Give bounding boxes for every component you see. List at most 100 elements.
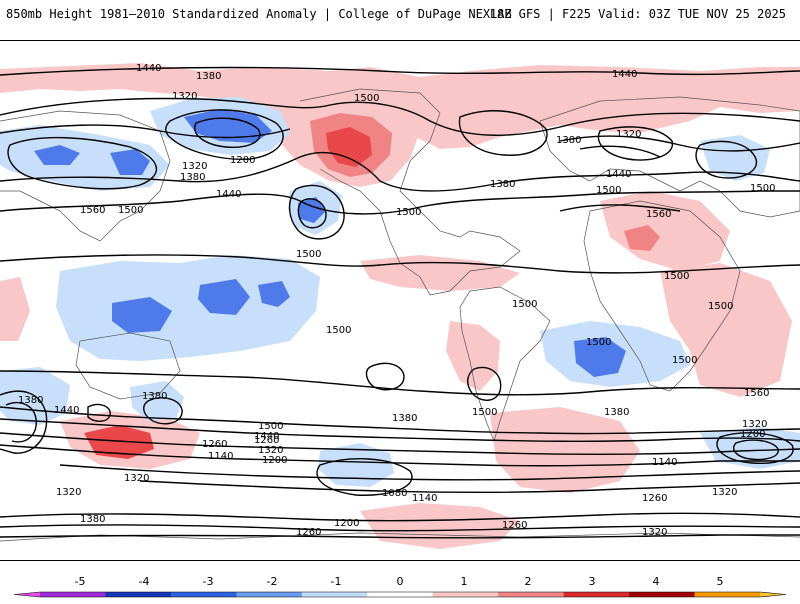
colorbar-tick-label: -5 [75,575,86,588]
contour-label: 1200 [740,429,765,440]
colorbar-segment [629,592,696,597]
contour-sh-1140 [139,480,800,494]
contour-nh-1500 [0,190,800,215]
contour-label: 1260 [642,493,667,504]
contour-label: 1380 [180,172,205,183]
contour-label: 1200 [262,455,287,466]
pos-south-atlantic [490,407,640,493]
contour-label: 1200 [230,155,255,166]
colorbar-segment [170,592,237,597]
contour-nh-1320 [0,124,291,139]
pos-indian-ocean [660,263,792,397]
pos-left-edge [0,277,30,341]
contour-sh-1440 [0,406,800,435]
colorbar-segment [367,592,434,597]
contour-sa-ring [467,366,502,401]
contour-sh-1260 [0,444,800,467]
contour-label: 1500 [586,337,611,348]
contour-label: 1500 [664,271,689,282]
neg-far-east [700,135,770,181]
contour-label: 1380 [80,514,105,525]
pos-africa [600,191,730,271]
contour-label: 1080 [382,488,407,499]
colorbar-tick-label: -3 [203,575,214,588]
colorbar-tick-label: 4 [653,575,660,588]
pos-alaska-max [326,127,372,167]
contour-southern-1200-lower [0,512,800,522]
colorbar-svg: -5 -4 -3 -2 -1 0 1 2 3 4 5 [13,575,787,598]
contour-sh-1200 [59,464,800,481]
negative-anomaly-shading [0,97,800,487]
contour-label: 1320 [172,91,197,102]
contour-label: 1380 [392,413,417,424]
contour-label: 1260 [296,527,321,538]
contour-nh-1380 [0,97,800,136]
contour-sh-1380 [0,418,800,443]
eurasia-outline [539,96,800,218]
header: 850mb Height 1981–2010 Standardized Anom… [0,0,800,30]
map-title: 850mb Height 1981–2010 Standardized Anom… [6,7,512,21]
contour-label: 1380 [556,135,581,146]
contour-sh-small-3 [143,397,183,425]
contour-label: 1560 [744,388,769,399]
colorbar-tick-label: 1 [461,575,468,588]
pos-south-pacific-core [84,425,154,459]
asia-west-outline [0,110,171,242]
contour-sh-low-left-2 [5,401,37,443]
colorbar-segment [760,592,786,597]
contour-label: 1260 [202,439,227,450]
height-contours [0,66,800,539]
colorbar-segment [432,592,499,597]
colorbar-tick-label: -4 [139,575,150,588]
contour-subtrop-1560 [559,204,681,212]
contour-label: 1500 [512,299,537,310]
contour-label: 1500 [396,207,421,218]
contour-label: 1260 [502,520,527,531]
model-run-info: 18Z GFS | F225 Valid: 03Z TUE NOV 25 202… [489,7,786,21]
colorbar-tick-label: 2 [525,575,532,588]
contour-nh-1320-east [579,145,661,158]
contour-labels: 1440 1380 1320 1200 1320 1380 1440 1560 … [18,63,775,538]
contour-label: 1500 [354,93,379,104]
contour-sh-1080-ring [316,458,413,496]
contour-label: 1380 [490,179,515,190]
contour-label: 1560 [80,205,105,216]
contour-label: 1500 [472,407,497,418]
contour-label: 1440 [254,431,279,442]
contour-eurasia-low [458,110,548,156]
colorbar-segment [105,592,172,597]
colorbar-segment [236,592,303,597]
neg-west-pacific-north-core [184,109,272,143]
contour-label: 1500 [326,325,351,336]
positive-anomaly-shading [0,63,800,549]
antarctica-outline [0,532,800,542]
contour-siberia-low [7,136,158,190]
contour-far-east-low [695,140,758,179]
neg-indian-ocean-core [574,337,626,377]
colorbar-tick-label: 5 [717,575,724,588]
contour-label: 1320 [712,487,737,498]
colorbar-segments [13,591,787,598]
contour-label: 1440 [136,63,161,74]
colorbar-segment [40,592,106,597]
colorbar-tick-label: 0 [397,575,404,588]
pos-africa-core [624,225,660,251]
neg-southern-ocean-pac [318,443,394,487]
neg-tropical-pacific-core1 [198,279,250,315]
contour-label: 1440 [612,69,637,80]
contour-label: 1440 [606,169,631,180]
contour-label: 1500 [708,301,733,312]
contour-sh-low-left [0,390,48,454]
contour-eurasia-low-2 [597,126,674,161]
contour-nh-1440 [0,152,800,192]
colorbar-segment [694,592,761,597]
contour-label: 1380 [196,71,221,82]
colorbar-tick-labels: -5 -4 -3 -2 -1 0 1 2 3 4 5 [75,575,724,588]
contour-nh-1380-east [559,135,800,152]
contour-tropics-1500 [0,254,800,274]
contour-sh-1500 [0,370,800,396]
contour-label: 1140 [208,451,233,462]
colorbar-tick-label: -1 [331,575,342,588]
contour-label: 1380 [142,391,167,402]
contour-southern-1260-lower [0,524,800,532]
